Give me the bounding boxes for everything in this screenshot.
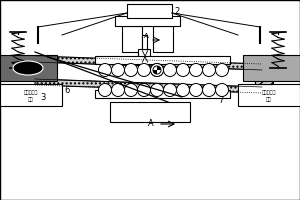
Bar (110, 102, 190, 122)
Bar (0, 55, 57, 81)
Circle shape (190, 64, 202, 76)
Circle shape (151, 64, 164, 76)
Text: 3: 3 (40, 93, 46, 102)
Circle shape (202, 64, 215, 76)
Text: 接收超聲波: 接收超聲波 (262, 90, 276, 95)
Polygon shape (35, 56, 262, 70)
Circle shape (124, 84, 137, 97)
Circle shape (151, 84, 164, 97)
Wedge shape (157, 70, 161, 74)
Bar (243, 55, 300, 81)
Bar (138, 49, 150, 57)
Circle shape (112, 84, 124, 97)
Circle shape (176, 64, 190, 76)
Circle shape (151, 64, 164, 76)
Circle shape (137, 84, 151, 97)
Circle shape (124, 64, 137, 76)
Text: A: A (144, 33, 149, 39)
Circle shape (215, 64, 229, 76)
Text: 7: 7 (218, 96, 224, 105)
Circle shape (137, 64, 151, 76)
Ellipse shape (38, 27, 43, 43)
Circle shape (176, 84, 190, 97)
Text: 發射超聲波: 發射超聲波 (24, 90, 38, 95)
Circle shape (98, 84, 112, 97)
Wedge shape (157, 66, 161, 70)
Circle shape (112, 64, 124, 76)
Bar (255, 60, 273, 84)
Bar (95, 56, 230, 64)
Ellipse shape (13, 61, 43, 75)
Bar (238, 84, 300, 106)
Text: 裝置: 裝置 (266, 97, 272, 102)
Bar (142, 35, 147, 49)
Bar (153, 26, 173, 52)
Text: 2: 2 (174, 7, 179, 16)
Bar (95, 90, 230, 98)
Text: 裝置: 裝置 (28, 97, 34, 102)
Circle shape (202, 84, 215, 97)
Circle shape (215, 84, 229, 97)
Text: A: A (148, 119, 154, 129)
Bar (0, 84, 62, 106)
Wedge shape (153, 66, 157, 70)
Ellipse shape (256, 27, 260, 43)
Wedge shape (153, 70, 157, 74)
Circle shape (164, 64, 176, 76)
Circle shape (164, 84, 176, 97)
Polygon shape (35, 79, 262, 93)
Bar (122, 26, 142, 52)
Text: 1: 1 (276, 72, 281, 80)
Bar (127, 4, 172, 18)
Bar (115, 16, 180, 26)
Circle shape (98, 64, 112, 76)
Circle shape (190, 84, 202, 97)
Text: 6: 6 (64, 86, 69, 95)
